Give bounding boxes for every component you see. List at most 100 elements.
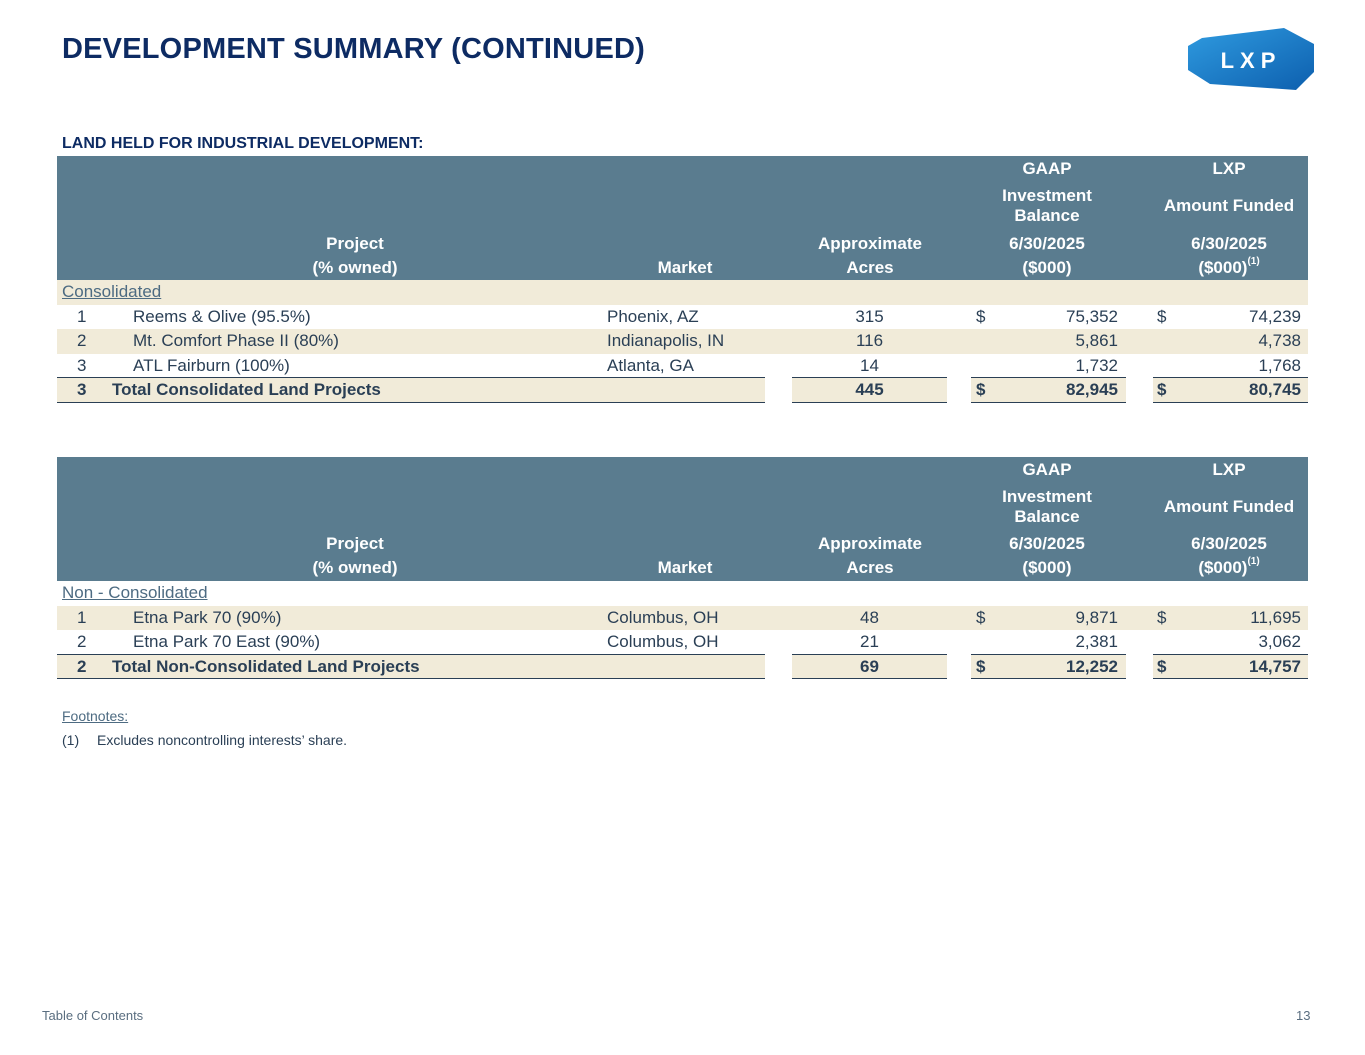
- non-consolidated-land-table: GAAP LXP Investment Balance Amount Funde…: [57, 457, 1308, 679]
- header-owned: (% owned): [312, 258, 398, 277]
- total-gaap: 12,252: [1066, 656, 1118, 676]
- acres: 48: [860, 607, 879, 627]
- market: Columbus, OH: [607, 632, 719, 651]
- total-row: 3 Total Consolidated Land Projects 445 $…: [57, 378, 1308, 403]
- project-name: Reems & Olive (95.5%): [133, 306, 311, 326]
- lxp-currency: $: [1157, 306, 1167, 326]
- lxp-funded: 1,768: [1258, 355, 1301, 375]
- table-row: 1 Reems & Olive (95.5%) Phoenix, AZ 315 …: [57, 304, 1308, 329]
- header-amount-funded: Amount Funded: [1163, 196, 1295, 215]
- header-market: Market: [657, 258, 713, 277]
- table-of-contents-link[interactable]: Table of Contents: [42, 1008, 144, 1023]
- group-label: Consolidated: [62, 282, 162, 301]
- gaap-balance: 75,352: [1066, 306, 1118, 326]
- header-gaap: GAAP: [1022, 159, 1072, 178]
- gaap-currency: $: [976, 306, 986, 326]
- row-number: 2: [77, 331, 87, 350]
- acres: 14: [860, 355, 879, 375]
- lxp-logo: LXP: [1188, 28, 1314, 90]
- total-gaap-currency: $: [976, 380, 986, 399]
- header-amount-funded: Amount Funded: [1163, 497, 1295, 516]
- group-row: Consolidated: [57, 280, 1308, 305]
- header-lxp: LXP: [1212, 159, 1246, 178]
- row-number: 1: [77, 306, 87, 326]
- lxp-funded: 74,239: [1249, 306, 1301, 326]
- header-approximate: Approximate: [818, 534, 922, 553]
- project-name: Etna Park 70 East (90%): [133, 632, 321, 651]
- page-title: DEVELOPMENT SUMMARY (CONTINUED): [62, 33, 645, 65]
- header-acres: Acres: [846, 558, 894, 577]
- header-units-gaap: ($000): [1022, 558, 1072, 577]
- row-number: 2: [77, 632, 87, 651]
- acres: 21: [860, 632, 879, 651]
- project-name: ATL Fairburn (100%): [133, 355, 290, 375]
- total-gaap: 82,945: [1066, 380, 1118, 399]
- total-lxp-currency: $: [1157, 380, 1167, 399]
- header-owned: (% owned): [312, 558, 398, 577]
- header-units-gaap: ($000): [1022, 258, 1072, 277]
- total-row: 2 Total Non-Consolidated Land Projects 6…: [57, 654, 1308, 679]
- table-header: GAAP LXP Investment Balance Amount Funde…: [57, 156, 1308, 280]
- section-title: LAND HELD FOR INDUSTRIAL DEVELOPMENT:: [62, 135, 424, 152]
- header-date-lxp: 6/30/2025: [1191, 534, 1267, 553]
- header-lxp: LXP: [1212, 460, 1246, 479]
- header-approximate: Approximate: [818, 234, 922, 253]
- row-number: 1: [77, 607, 87, 627]
- table-row: 3 ATL Fairburn (100%) Atlanta, GA 14 1,7…: [57, 353, 1308, 378]
- total-lxp-currency: $: [1157, 656, 1167, 676]
- lxp-funded: 4,738: [1258, 331, 1301, 350]
- total-gaap-currency: $: [976, 656, 986, 676]
- svg-text:LXP: LXP: [1221, 48, 1282, 73]
- total-count: 2: [77, 656, 87, 676]
- page-number: 13: [1296, 1008, 1311, 1023]
- header-project: Project: [326, 234, 384, 253]
- footnote-ref: (1): [1247, 556, 1260, 568]
- acres: 315: [855, 306, 884, 326]
- gaap-balance: 9,871: [1075, 607, 1118, 627]
- header-investment: Investment: [1002, 487, 1092, 506]
- gaap-balance: 2,381: [1075, 632, 1118, 651]
- footnote-item: (1) Excludes noncontrolling interests’ sh…: [62, 732, 347, 748]
- header-gaap: GAAP: [1022, 460, 1072, 479]
- footnote-number: (1): [62, 732, 80, 748]
- total-label: Total Consolidated Land Projects: [112, 380, 381, 399]
- group-label: Non - Consolidated: [62, 583, 208, 602]
- header-project: Project: [326, 534, 384, 553]
- header-date-lxp: 6/30/2025: [1191, 234, 1267, 253]
- total-acres: 445: [855, 380, 884, 399]
- footnotes-title: Footnotes:: [62, 708, 129, 724]
- market: Indianapolis, IN: [607, 331, 725, 350]
- gaap-currency: $: [976, 607, 986, 627]
- header-balance: Balance: [1014, 206, 1080, 225]
- project-name: Mt. Comfort Phase II (80%): [133, 331, 339, 350]
- table-row: 2 Etna Park 70 East (90%) Columbus, OH 2…: [57, 630, 1308, 655]
- project-name: Etna Park 70 (90%): [133, 607, 282, 627]
- header-investment: Investment: [1002, 186, 1092, 205]
- header-units-lxp: ($000)(1): [1198, 556, 1260, 577]
- group-row: Non - Consolidated: [57, 581, 1308, 606]
- total-lxp: 80,745: [1249, 380, 1301, 399]
- lxp-currency: $: [1157, 607, 1167, 627]
- market: Phoenix, AZ: [607, 306, 699, 326]
- lxp-funded: 11,695: [1250, 607, 1301, 627]
- total-label: Total Non-Consolidated Land Projects: [112, 656, 420, 676]
- header-units-lxp: ($000)(1): [1198, 256, 1260, 277]
- row-number: 3: [77, 355, 87, 375]
- total-count: 3: [77, 380, 87, 399]
- header-acres: Acres: [846, 258, 894, 277]
- gaap-balance: 1,732: [1075, 355, 1118, 375]
- header-date-gaap: 6/30/2025: [1009, 234, 1085, 253]
- lxp-funded: 3,062: [1258, 632, 1301, 651]
- table-header: GAAP LXP Investment Balance Amount Funde…: [57, 457, 1308, 581]
- total-lxp: 14,757: [1249, 656, 1301, 676]
- header-balance: Balance: [1014, 507, 1080, 526]
- header-market: Market: [657, 558, 713, 577]
- table-row: 2 Mt. Comfort Phase II (80%) Indianapoli…: [57, 329, 1308, 354]
- consolidated-land-table: GAAP LXP Investment Balance Amount Funde…: [57, 156, 1308, 403]
- gaap-balance: 5,861: [1075, 331, 1118, 350]
- table-row: 1 Etna Park 70 (90%) Columbus, OH 48 $ 9…: [57, 605, 1308, 630]
- footnote-text: Excludes noncontrolling interests’ share…: [97, 732, 348, 748]
- footnote-ref: (1): [1247, 256, 1260, 268]
- market: Atlanta, GA: [607, 355, 694, 375]
- acres: 116: [855, 331, 884, 350]
